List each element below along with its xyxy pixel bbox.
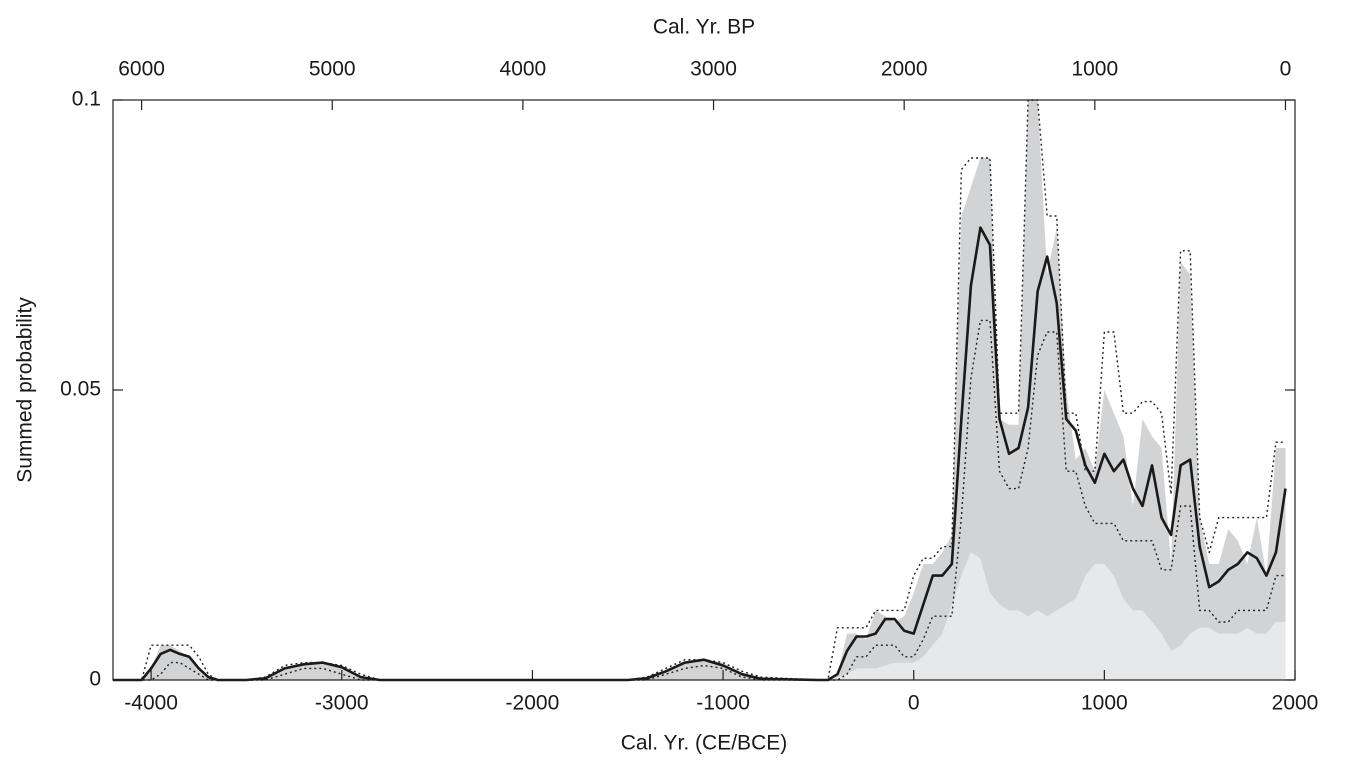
- area: [113, 552, 1286, 680]
- x2-tick-label: 4000: [500, 58, 547, 81]
- x2-tick-label: 5000: [309, 58, 356, 81]
- y-tick-label: 0.05: [60, 378, 101, 401]
- x2-tick-label: 0: [1280, 58, 1292, 81]
- probability-line: [113, 226, 1287, 682]
- y-tick-label: 0: [89, 668, 101, 691]
- x2-tick-label: 3000: [690, 58, 737, 81]
- x2-tick-label: 6000: [118, 58, 165, 81]
- x-axis-label: Cal. Yr. (CE/BCE): [621, 732, 787, 755]
- y-tick-label: 0.1: [72, 88, 101, 111]
- x-tick-label: 1000: [1081, 692, 1128, 715]
- x-tick-label: -3000: [315, 692, 369, 715]
- x-tick-label: 0: [908, 692, 920, 715]
- area: [113, 100, 1286, 680]
- x-tick-label: -2000: [506, 692, 560, 715]
- y-axis-label: Summed probability: [14, 297, 37, 483]
- x2-axis-label: Cal. Yr. BP: [653, 16, 755, 39]
- envelope-line: [113, 99, 1286, 681]
- x-tick-label: -1000: [696, 692, 750, 715]
- x-tick-label: -4000: [124, 692, 178, 715]
- x2-tick-label: 2000: [881, 58, 928, 81]
- envelope-line: [113, 319, 1286, 681]
- x2-tick-label: 1000: [1071, 58, 1118, 81]
- x-tick-label: 2000: [1272, 692, 1319, 715]
